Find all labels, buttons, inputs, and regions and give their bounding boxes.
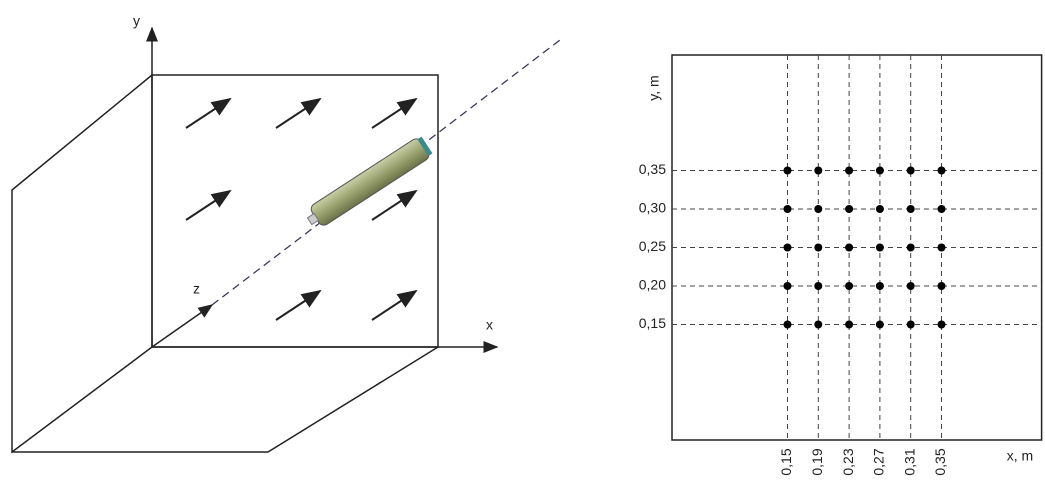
axis-label: z: [193, 281, 200, 297]
data-point: [814, 205, 822, 213]
data-point: [907, 167, 915, 175]
data-point: [845, 244, 853, 252]
y-tick-label: 0,30: [639, 200, 666, 216]
y-tick-label: 0,20: [639, 277, 666, 293]
data-point: [845, 282, 853, 290]
figure: y x z 0,150,190,230,270,310,350,150,200,…: [0, 0, 1045, 481]
data-point: [876, 244, 884, 252]
data-point: [907, 321, 915, 329]
box-diagram: y x z: [12, 13, 560, 452]
x-tick-label: 0,27: [871, 448, 887, 475]
data-point: [814, 244, 822, 252]
y-tick-label: 0,15: [639, 315, 666, 331]
data-point: [784, 321, 792, 329]
data-point: [814, 282, 822, 290]
data-point: [938, 244, 946, 252]
data-point: [938, 205, 946, 213]
x-tick-label: 0,15: [778, 448, 794, 475]
axis-label: y: [133, 13, 140, 29]
data-point: [845, 205, 853, 213]
y-axis-label: y, m: [646, 75, 662, 100]
data-point: [814, 167, 822, 175]
data-point: [784, 282, 792, 290]
data-point: [845, 167, 853, 175]
x-tick-label: 0,35: [932, 448, 948, 475]
data-point: [876, 321, 884, 329]
grid-plot: 0,15 0,19 0,23 0,27 0,31 0,35 0,15 0,20 0,25 0,30…: [639, 55, 1042, 476]
data-point: [784, 205, 792, 213]
data-point: [907, 282, 915, 290]
data-point: [784, 167, 792, 175]
data-point: [876, 167, 884, 175]
data-point: [784, 244, 792, 252]
x-tick-label: 0,31: [901, 448, 917, 475]
x-axis-label: x, m: [1007, 448, 1033, 464]
x-tick-label: 0,19: [809, 448, 825, 475]
data-point: [938, 167, 946, 175]
data-point: [876, 282, 884, 290]
x-tick-label: 0,23: [840, 448, 856, 475]
data-point: [845, 321, 853, 329]
data-point: [814, 321, 822, 329]
data-point: [907, 244, 915, 252]
data-point: [907, 205, 915, 213]
data-point: [876, 205, 884, 213]
y-tick-label: 0,35: [639, 161, 666, 177]
data-point: [938, 282, 946, 290]
axis-label: x: [486, 317, 493, 333]
data-point: [938, 321, 946, 329]
y-tick-label: 0,25: [639, 238, 666, 254]
